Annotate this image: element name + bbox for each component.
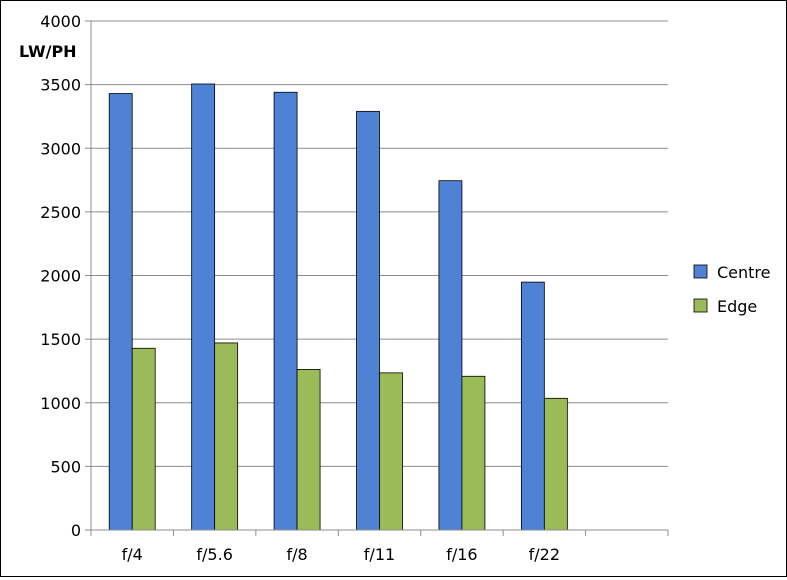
y-tick-label: 3500 bbox=[40, 76, 81, 95]
y-tick-labels: 0 500 1000 1500 2000 2500 3000 3500 4000 bbox=[40, 12, 81, 540]
x-tick-label: f/8 bbox=[286, 545, 307, 564]
bar-centre-f-8 bbox=[273, 91, 298, 531]
y-axis-label: LW/PH bbox=[19, 42, 77, 61]
bar-edge-f-11 bbox=[379, 372, 403, 531]
y-tick-label: 1500 bbox=[40, 330, 81, 349]
bar-centre-f-11 bbox=[356, 110, 380, 531]
bar-edge-f-16 bbox=[461, 375, 486, 531]
bar-edge-f-4 bbox=[131, 347, 156, 531]
legend-swatch-centre bbox=[693, 264, 708, 279]
bar-edge-f-5-6 bbox=[214, 342, 239, 531]
x-tick-label: f/11 bbox=[364, 545, 395, 564]
y-tick-label: 0 bbox=[71, 521, 81, 540]
axes bbox=[90, 21, 669, 536]
x-tick-label: f/5.6 bbox=[196, 545, 232, 564]
legend-label-edge: Edge bbox=[717, 297, 757, 316]
y-tick-label: 1000 bbox=[40, 394, 81, 413]
y-tick-label: 4000 bbox=[40, 12, 81, 31]
bar-edge-f-22 bbox=[543, 397, 568, 531]
x-tick-label: f/16 bbox=[446, 545, 477, 564]
y-tick-label: 500 bbox=[50, 457, 81, 476]
legend: Centre Edge bbox=[693, 263, 771, 316]
x-tick-label: f/22 bbox=[529, 545, 560, 564]
x-tick-label: f/4 bbox=[122, 545, 143, 564]
bar-centre-f-4 bbox=[108, 93, 133, 531]
bars bbox=[108, 83, 568, 531]
x-tick-labels: f/4 f/5.6 f/8 f/11 f/16 f/22 bbox=[122, 545, 560, 564]
y-tick-label: 3000 bbox=[40, 139, 81, 158]
bar-centre-f-16 bbox=[438, 180, 463, 531]
y-tick-label: 2500 bbox=[40, 203, 81, 222]
legend-swatch-edge bbox=[693, 298, 708, 313]
y-tick-label: 2000 bbox=[40, 267, 81, 286]
bar-edge-f-8 bbox=[296, 369, 321, 531]
bar-centre-f-5-6 bbox=[191, 83, 216, 531]
legend-label-centre: Centre bbox=[717, 263, 771, 282]
bar-centre-f-22 bbox=[520, 281, 545, 531]
